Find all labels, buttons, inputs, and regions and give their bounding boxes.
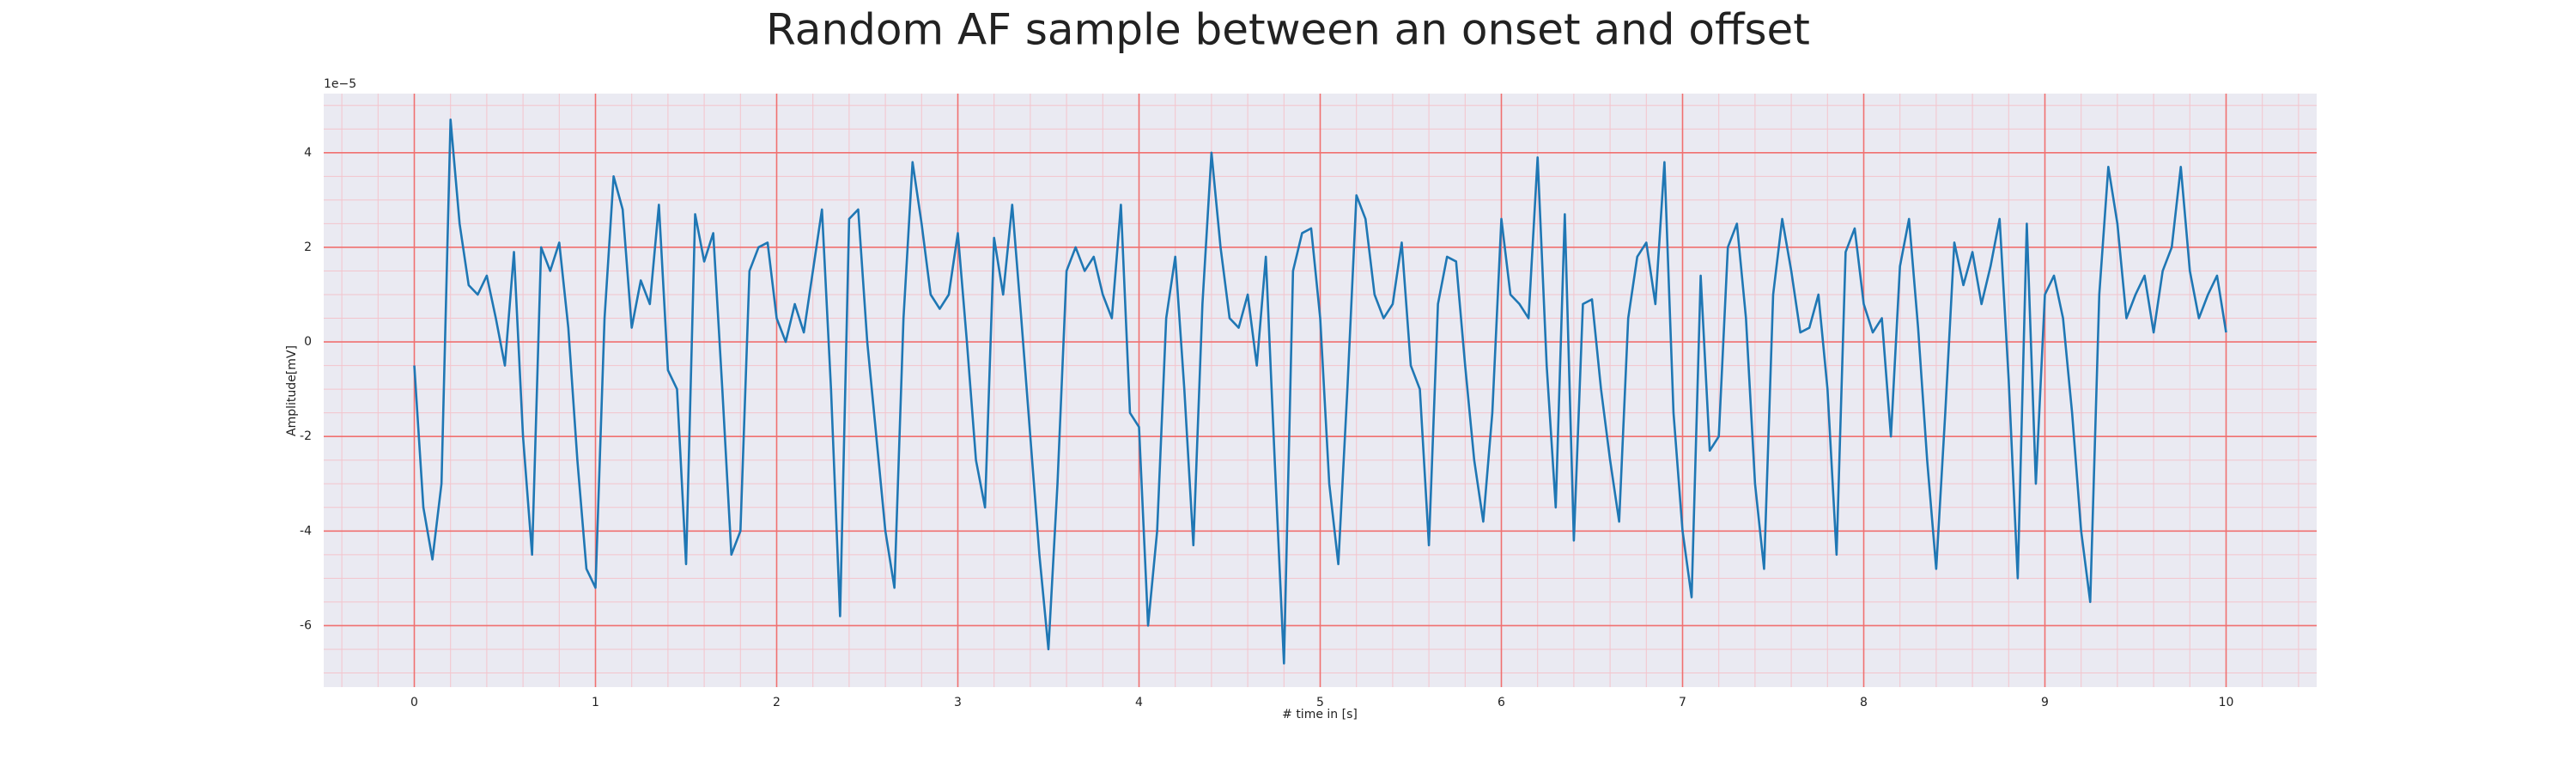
x-tick-label: 8 [1860, 696, 1868, 709]
x-tick-label: 4 [1135, 696, 1143, 709]
y-offset-label: 1e−5 [324, 77, 356, 91]
x-tick-label: 7 [1679, 696, 1686, 709]
x-axis-label: # time in [s] [1282, 708, 1358, 721]
y-tick-label: 0 [304, 335, 312, 349]
y-axis-label: Amplitude[mV] [285, 345, 299, 436]
y-tick-label: -2 [300, 429, 312, 443]
signal-line [413, 118, 2227, 665]
y-tick-label: 2 [304, 240, 312, 254]
x-tick-label: 0 [410, 696, 418, 709]
x-tick-label: 2 [773, 696, 781, 709]
y-tick-label: 4 [304, 146, 312, 160]
x-tick-label: 6 [1498, 696, 1505, 709]
x-tick-label: 3 [954, 696, 962, 709]
y-tick-label: -6 [300, 618, 312, 632]
x-tick-label: 9 [2041, 696, 2049, 709]
x-tick-label: 10 [2219, 696, 2234, 709]
y-tick-label: -4 [300, 524, 312, 538]
chart-title: Random AF sample between an onset and of… [766, 5, 1810, 55]
x-tick-label: 5 [1316, 696, 1324, 709]
x-tick-label: 1 [592, 696, 599, 709]
